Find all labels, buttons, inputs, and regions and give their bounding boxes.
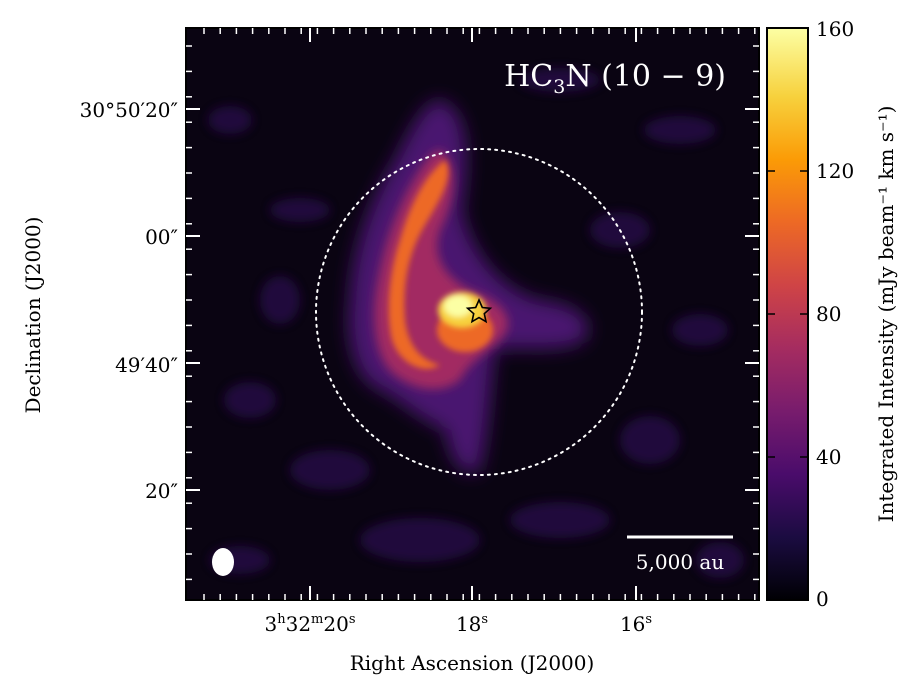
map-ticks: [186, 28, 759, 600]
colorbar-tick-label: 160: [816, 17, 854, 41]
map-title: HC3N (10 − 9): [504, 59, 726, 98]
beam-ellipse: [212, 548, 234, 576]
colorbar-tick-label: 40: [816, 445, 841, 469]
colorbar-ticks: 0 40 80 120 160: [767, 17, 854, 611]
x-axis-label: Right Ascension (J2000): [350, 651, 595, 675]
x-tick-label-20s: 3h32m20s: [264, 612, 355, 636]
y-tick-label-50-20: 30°50′20″: [80, 98, 178, 122]
colorbar-label: Integrated Intensity (mJy beam⁻¹ km s⁻¹): [874, 106, 898, 523]
y-axis-label: Declination (J2000): [21, 217, 45, 414]
y-tick-label-20: 20″: [145, 479, 178, 503]
y-tick-label-00: 00″: [145, 225, 178, 249]
y-tick-label-49-40: 49′40″: [115, 353, 178, 377]
intensity-map: 5,000 au HC3N (10 − 9): [186, 28, 759, 600]
x-tick-label-18s: 18s: [456, 612, 488, 636]
colorbar: 0 40 80 120 160 Integrated Intensity (mJy be…: [766, 17, 898, 611]
background-noise: [208, 68, 744, 578]
protostar-star-icon: [465, 298, 493, 324]
colorbar-tick-label: 120: [816, 159, 854, 183]
field-of-view-contour: [315, 148, 643, 476]
scale-bar-label: 5,000 au: [636, 550, 725, 574]
emission-core: [438, 292, 486, 328]
x-tick-label-16s: 16s: [620, 612, 652, 636]
colorbar-tick-label: 80: [816, 302, 841, 326]
colorbar-tick-label: 0: [816, 587, 829, 611]
